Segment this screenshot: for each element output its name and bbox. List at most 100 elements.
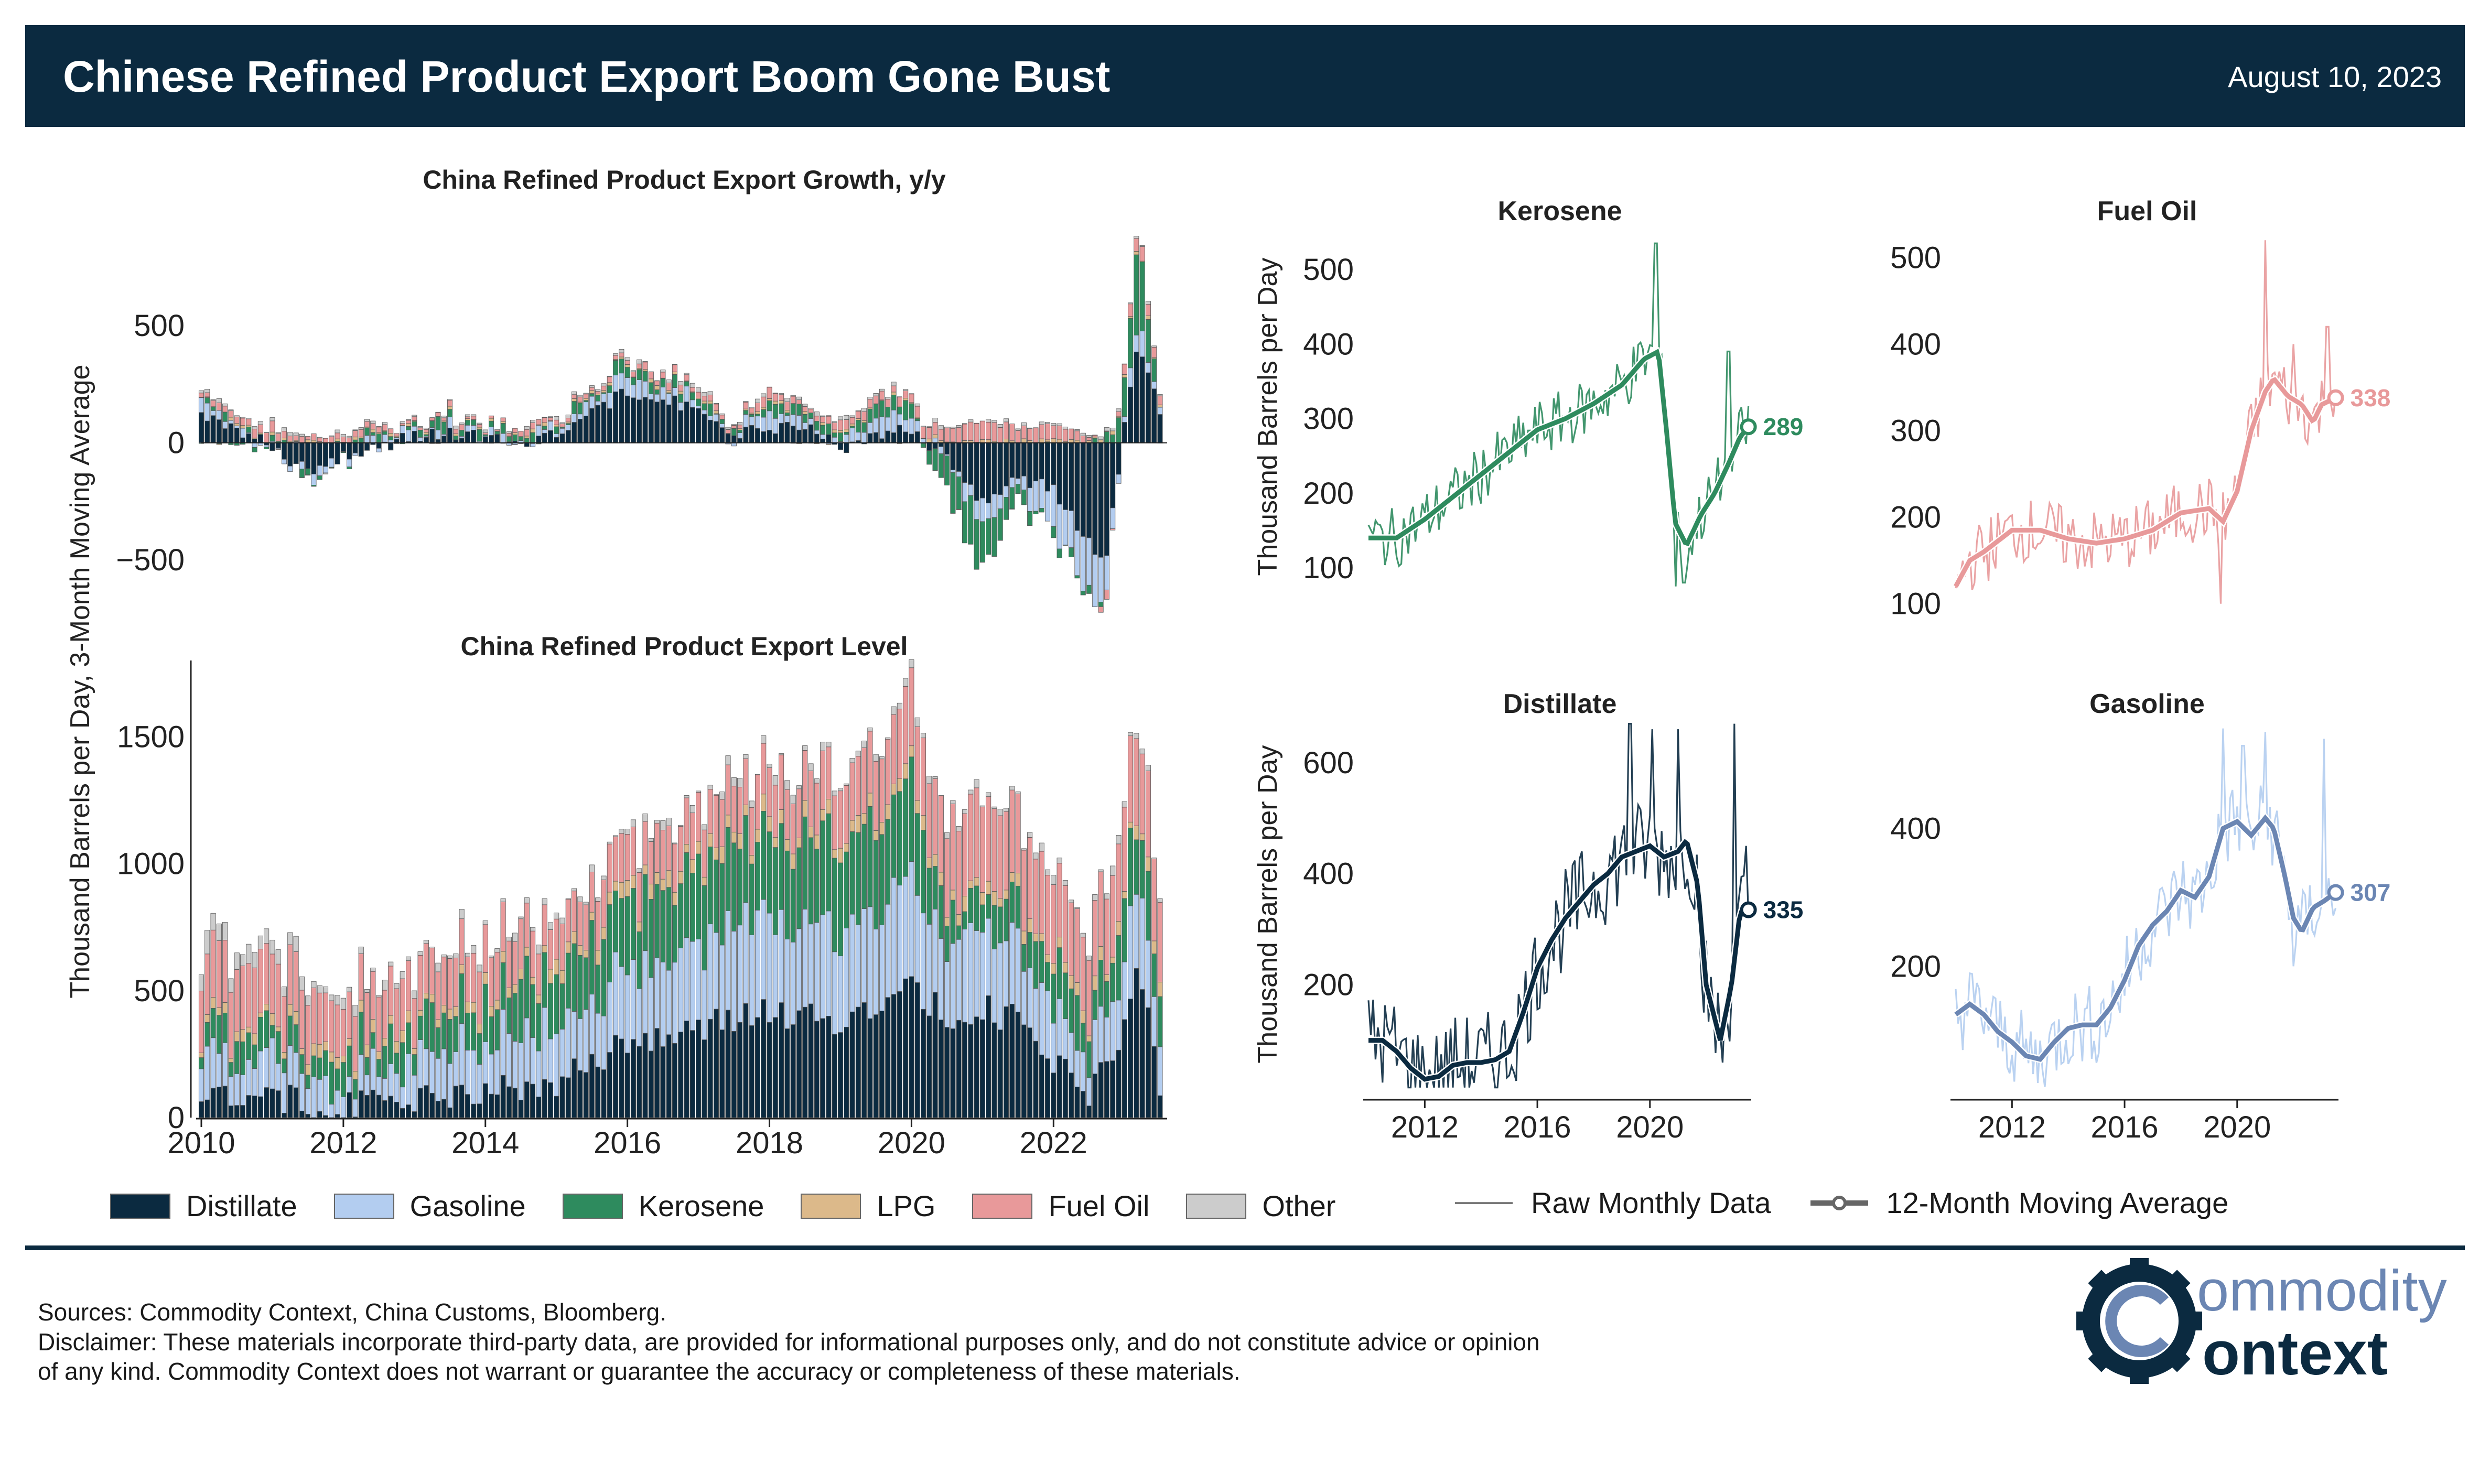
- bar-other: [737, 778, 743, 787]
- bar-gasoline: [725, 911, 731, 1011]
- bar-gasoline: [322, 466, 329, 473]
- bar-kerosene: [642, 874, 648, 951]
- bar-fuel-oil: [956, 427, 962, 443]
- bar-lpg: [1104, 974, 1109, 982]
- bar-lpg: [601, 390, 607, 393]
- bar-kerosene: [317, 475, 322, 480]
- bar-fuel-oil: [264, 943, 270, 1004]
- bar-gasoline: [240, 428, 246, 438]
- bar-gasoline: [891, 877, 897, 995]
- bar-other: [1145, 765, 1151, 771]
- bar-kerosene: [719, 419, 725, 424]
- bar-other: [489, 956, 494, 958]
- bar-fuel-oil: [979, 420, 985, 440]
- bar-other: [678, 381, 684, 385]
- bar-distillate: [1098, 442, 1104, 558]
- bar-other: [725, 427, 731, 430]
- bar-gasoline: [1044, 491, 1051, 522]
- bar-other: [335, 995, 340, 1005]
- bar-fuel-oil: [536, 419, 542, 425]
- bar-fuel-oil: [779, 394, 784, 401]
- bar-gasoline: [518, 1043, 524, 1100]
- legend-item-other: Other: [1186, 1189, 1335, 1223]
- bar-gasoline: [962, 482, 968, 502]
- bar-lpg: [364, 1044, 370, 1058]
- bar-distillate: [672, 395, 677, 443]
- bar-lpg: [417, 1010, 423, 1016]
- bar-kerosene: [1069, 547, 1074, 557]
- bar-other: [595, 897, 601, 902]
- bar-other: [542, 898, 547, 905]
- bar-other: [364, 989, 370, 993]
- bar-kerosene: [672, 374, 677, 388]
- bar-gasoline: [299, 1073, 305, 1111]
- bar-lpg: [767, 816, 772, 832]
- bar-kerosene: [417, 1015, 423, 1040]
- bar-other: [879, 388, 885, 392]
- bar-gasoline: [1009, 477, 1015, 488]
- bar-lpg: [1145, 315, 1151, 320]
- bar-distillate: [1086, 1106, 1092, 1118]
- chart-title: Kerosene: [1498, 196, 1622, 226]
- bar-kerosene: [572, 943, 577, 1012]
- bar-gasoline: [252, 442, 257, 448]
- chart-title: Distillate: [1503, 689, 1617, 719]
- bar-gasoline: [547, 1038, 553, 1083]
- bar-gasoline: [642, 381, 648, 398]
- bar-kerosene: [1104, 431, 1109, 443]
- bar-lpg: [406, 423, 412, 427]
- bar-distillate: [979, 442, 985, 499]
- bar-gasoline: [216, 1053, 222, 1088]
- bar-other: [1044, 869, 1051, 875]
- bar-other: [660, 370, 666, 373]
- bar-fuel-oil: [684, 797, 689, 844]
- bar-lpg: [1009, 872, 1015, 882]
- bar-other: [459, 909, 465, 919]
- bar-fuel-oil: [352, 1016, 358, 1071]
- x-tick-label: 2016: [594, 1126, 661, 1160]
- bar-kerosene: [761, 811, 767, 900]
- bar-other: [500, 898, 506, 902]
- bar-other: [666, 818, 672, 826]
- bar-lpg: [1122, 374, 1127, 378]
- bar-other: [340, 434, 346, 437]
- bar-gasoline: [489, 427, 494, 436]
- bar-gasoline: [500, 1009, 506, 1076]
- bar-fuel-oil: [855, 411, 861, 419]
- bar-other: [299, 434, 305, 437]
- bar-fuel-oil: [832, 422, 837, 430]
- bar-kerosene: [554, 974, 559, 1034]
- bar-lpg: [222, 1002, 228, 1013]
- bar-fuel-oil: [1027, 837, 1033, 919]
- bar-kerosene: [465, 420, 470, 426]
- bar-gasoline: [1127, 905, 1134, 999]
- bar-other: [524, 897, 530, 904]
- bar-distillate: [1127, 999, 1134, 1118]
- bar-other: [991, 420, 997, 423]
- bar-gasoline: [713, 932, 719, 1010]
- bar-fuel-oil: [903, 686, 909, 764]
- bar-distillate: [559, 1076, 565, 1118]
- bar-distillate: [210, 1088, 216, 1118]
- bar-other: [601, 875, 607, 880]
- bar-lpg: [210, 997, 216, 1009]
- x-tick-label: 2012: [1978, 1110, 2046, 1144]
- bar-distillate: [471, 430, 477, 443]
- bar-other: [453, 426, 459, 430]
- bar-distillate: [719, 427, 725, 443]
- bar-kerosene: [607, 904, 612, 982]
- bar-gasoline: [968, 923, 974, 1025]
- bar-fuel-oil: [1027, 428, 1033, 441]
- bar-lpg: [429, 994, 435, 1003]
- bar-fuel-oil: [554, 918, 559, 960]
- bar-gasoline: [1021, 475, 1027, 490]
- bar-kerosene: [873, 404, 879, 419]
- bar-fuel-oil: [1039, 424, 1044, 439]
- bar-distillate: [1033, 1041, 1039, 1118]
- bar-distillate: [471, 1103, 477, 1118]
- bar-kerosene: [583, 957, 589, 1010]
- bar-distillate: [257, 435, 263, 443]
- x-tick-label: 2014: [451, 1126, 519, 1160]
- bar-fuel-oil: [406, 420, 412, 424]
- bar-other: [808, 407, 814, 409]
